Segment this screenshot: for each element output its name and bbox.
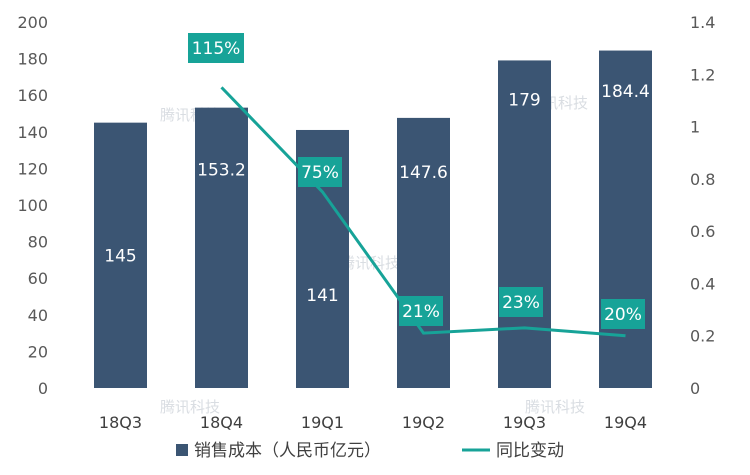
bar-label-19q2: 147.6	[399, 163, 448, 183]
legend-line-label: 同比变动	[496, 441, 564, 461]
right-axis-ticks: 0 0.2 0.4 0.6 0.8 1 1.2 1.4	[690, 13, 715, 398]
left-tick-label: 120	[17, 159, 48, 178]
category-label-19q2: 19Q2	[402, 413, 445, 432]
yoy-label-box-19q4	[601, 299, 645, 329]
yoy-label-box-19q2	[399, 296, 443, 326]
right-tick-label: 1.2	[690, 65, 715, 84]
right-tick-label: 1	[690, 118, 700, 137]
watermark: 腾讯科技	[340, 254, 400, 272]
legend-bar-swatch	[176, 444, 188, 456]
bar-label-18q4: 153.2	[197, 160, 246, 180]
left-tick-label: 0	[38, 379, 48, 398]
left-tick-label: 200	[17, 13, 48, 32]
bars	[94, 50, 652, 389]
yoy-label-box-19q1	[298, 157, 342, 187]
yoy-label-19q1: 75%	[301, 163, 339, 183]
right-tick-label: 1.4	[690, 13, 715, 32]
legend-bar-label: 销售成本（人民币亿元）	[194, 441, 381, 461]
yoy-value-labels: 115% 75% 21% 23% 20%	[188, 33, 645, 329]
category-label-19q1: 19Q1	[301, 413, 344, 432]
yoy-label-19q4: 20%	[604, 305, 642, 325]
bar-19q2	[397, 117, 450, 388]
left-tick-label: 80	[28, 233, 48, 252]
right-tick-label: 0	[690, 379, 700, 398]
left-tick-label: 40	[28, 306, 48, 325]
bar-label-19q3: 179	[508, 91, 540, 111]
yoy-label-18q4: 115%	[192, 39, 241, 59]
left-tick-label: 180	[17, 50, 48, 69]
category-label-18q3: 18Q3	[99, 413, 142, 432]
bar-18q4	[195, 107, 248, 389]
category-labels: 18Q3 18Q4 19Q1 19Q2 19Q3 19Q4	[99, 413, 647, 432]
watermark: 腾讯科技	[525, 398, 585, 416]
bar-19q3	[498, 60, 551, 389]
left-tick-label: 20	[28, 342, 48, 361]
left-tick-label: 140	[17, 123, 48, 142]
bar-18q3	[94, 122, 147, 389]
right-tick-label: 0.6	[690, 222, 715, 241]
bar-label-18q3: 145	[104, 246, 136, 266]
category-label-19q4: 19Q4	[604, 413, 647, 432]
right-tick-label: 0.8	[690, 170, 715, 189]
left-tick-label: 60	[28, 269, 48, 288]
left-tick-label: 160	[17, 86, 48, 105]
right-tick-label: 0.2	[690, 327, 715, 346]
watermark: 腾讯科技	[160, 398, 220, 416]
bar-19q4	[599, 50, 652, 388]
bar-label-19q1: 141	[306, 286, 338, 306]
yoy-line	[220, 86, 626, 338]
yoy-label-19q3: 23%	[502, 293, 540, 313]
legend: 销售成本（人民币亿元） 同比变动	[176, 441, 564, 461]
bar-label-19q4: 184.4	[601, 82, 650, 102]
yoy-label-box-19q3	[499, 287, 543, 317]
category-label-18q4: 18Q4	[200, 413, 243, 432]
right-tick-label: 0.4	[690, 274, 715, 293]
yoy-label-box-18q4	[188, 33, 244, 63]
category-label-19q3: 19Q3	[503, 413, 546, 432]
left-tick-label: 100	[17, 196, 48, 215]
yoy-label-19q2: 21%	[402, 302, 440, 322]
bar-value-labels: 145 153.2 141 147.6 179 184.4	[104, 82, 650, 306]
left-axis-ticks: 0 20 40 60 80 100 120 140 160 180 200	[17, 13, 48, 398]
yoy-line-path	[220, 86, 626, 338]
